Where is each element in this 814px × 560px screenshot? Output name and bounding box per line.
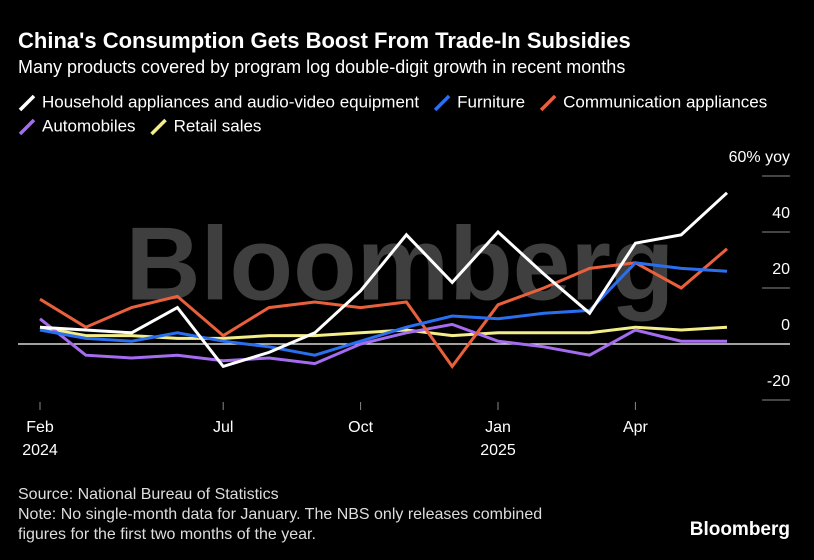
legend-label: Retail sales — [174, 116, 262, 135]
chart-subtitle: Many products covered by program log dou… — [18, 57, 625, 77]
x-tick-label: Feb 2024 — [22, 419, 58, 459]
series-line — [39, 191, 729, 369]
x-tick-label: Oct — [348, 419, 373, 436]
y-tick-label: 20 — [772, 261, 790, 278]
x-tick-label: Jan 2025 — [480, 419, 516, 459]
legend-label: Furniture — [457, 92, 525, 111]
x-tick-label: Jul — [213, 419, 233, 436]
legend-swatch — [539, 94, 557, 112]
x-tick-label: Apr — [623, 419, 649, 436]
legend-label: Automobiles — [42, 116, 136, 135]
legend-swatch — [18, 118, 36, 136]
chart-title: China's Consumption Gets Boost From Trad… — [18, 28, 631, 53]
legend-label: Communication appliances — [563, 92, 767, 111]
series-line — [39, 247, 728, 369]
legend-label: Household appliances and audio-video equ… — [42, 92, 419, 111]
y-tick-label: -20 — [767, 373, 790, 390]
logo: Bloomberg — [690, 519, 790, 540]
y-tick-label: 0 — [781, 317, 790, 334]
series-line — [39, 261, 728, 357]
y-tick-label: 40 — [772, 205, 790, 222]
legend-swatch — [18, 94, 36, 112]
note: Note: No single-month data for January. … — [18, 506, 542, 523]
note: figures for the first two months of the … — [18, 526, 316, 543]
series-line — [39, 317, 727, 366]
legend-swatch — [433, 94, 451, 112]
y-tick-label: 60% yoy — [729, 149, 790, 166]
watermark: Bloomberg — [126, 206, 675, 322]
legend-swatch — [150, 118, 167, 136]
source: Source: National Bureau of Statistics — [18, 486, 279, 503]
